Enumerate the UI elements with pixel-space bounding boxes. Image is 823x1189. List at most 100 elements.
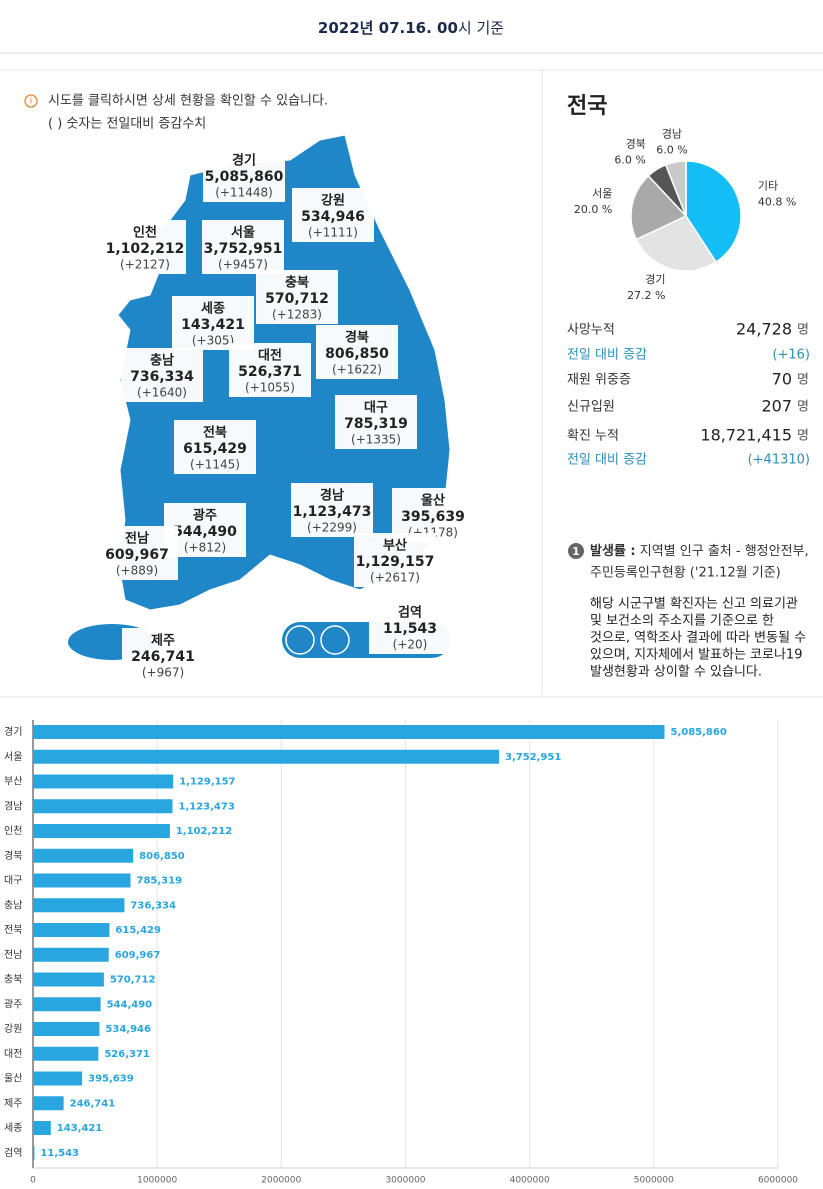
pie-label: 경기: [645, 273, 665, 286]
region-count: 534,946: [301, 209, 365, 225]
region-bg: [291, 483, 373, 537]
region-bg: [96, 526, 178, 580]
y-tick-label: 세종: [4, 1122, 22, 1134]
y-tick-label: 경남: [4, 799, 22, 812]
region-change: (+2299): [307, 521, 357, 535]
y-tick-label: 제주: [4, 1097, 22, 1109]
footnote-source-text: 지역별 인구 출처 - 행정안전부,: [640, 543, 809, 559]
notice: 시도를 클릭하시면 상세 현황을 확인할 수 있습니다.: [48, 94, 328, 109]
data-label: 526,371: [104, 1049, 150, 1060]
y-tick-label: 충북: [4, 974, 22, 986]
region-change: (+1640): [137, 386, 187, 400]
y-tick-label: 경북: [4, 849, 22, 862]
region-change: (+1111): [308, 226, 358, 240]
pie-slice: [635, 215, 718, 272]
data-label: 570,712: [110, 975, 156, 986]
x-tick-label: 2000000: [261, 1176, 301, 1186]
region-bg: [122, 628, 204, 682]
y-tick-label: 부산: [4, 776, 22, 788]
data-label: 736,334: [130, 900, 176, 911]
region-count: 1,129,157: [356, 554, 435, 570]
region-change: (+1145): [190, 458, 240, 472]
region-count: 806,850: [325, 346, 389, 362]
data-label: 615,429: [115, 925, 161, 936]
region-name: 경북: [345, 330, 369, 346]
summary-value: 18,721,415: [700, 426, 792, 445]
info-icon: [24, 94, 38, 108]
data-label: 785,319: [137, 876, 183, 887]
region-bg: [292, 188, 374, 242]
x-tick-label: 3000000: [385, 1176, 425, 1186]
bar: [33, 774, 174, 789]
summary-value: 70: [772, 370, 792, 389]
footnote-term: 발생률 :: [590, 543, 636, 559]
summary-label: 전일 대비 증감: [567, 453, 647, 468]
footnote-text: 있으며, 지자체에서 발표하는 코로나19: [590, 648, 802, 663]
header-date: 2022년 07.16. 00: [318, 19, 458, 37]
pie-value-label: 40.8 %: [758, 196, 796, 209]
bar: [33, 848, 134, 863]
y-tick-label: 충남: [4, 899, 22, 911]
region-count: 526,371: [238, 364, 302, 380]
region-bg: [354, 533, 436, 587]
header-title: 2022년 07.16. 00시 기준: [318, 19, 504, 37]
bar: [33, 749, 499, 764]
bar: [33, 725, 665, 739]
region-change: (+1283): [272, 308, 322, 322]
region-box[interactable]: 경기5,085,860(+11448): [203, 148, 285, 202]
notice: ( ) 숫자는 전일대비 증감수치: [48, 117, 206, 132]
summary-title: 전국: [567, 94, 607, 119]
region-count: 143,421: [181, 317, 245, 333]
data-label: 1,102,212: [176, 826, 232, 837]
region-count: 544,490: [173, 524, 237, 540]
y-tick-label: 대전: [4, 1048, 22, 1060]
region-box[interactable]: 부산1,129,157(+2617): [354, 533, 436, 587]
data-label: 1,129,157: [179, 777, 235, 788]
footnote-source: 주민등록인구현황 ('21.12월 기준): [590, 566, 781, 581]
bar: [33, 1096, 64, 1111]
summary-unit: 명: [797, 429, 809, 444]
data-label: 609,967: [115, 950, 161, 961]
region-count: 609,967: [105, 547, 169, 563]
summary-unit: 명: [797, 323, 809, 338]
summary-value: (+16): [772, 348, 810, 363]
region-name: 광주: [193, 509, 217, 524]
region-change: (+812): [184, 541, 226, 555]
y-tick-label: 강원: [4, 1023, 22, 1035]
bar: [33, 824, 170, 838]
region-count: 11,543: [383, 621, 437, 637]
bar: [33, 1071, 83, 1086]
region-box[interactable]: 경남1,123,473(+2299): [291, 483, 373, 537]
region-count: 1,102,212: [106, 241, 185, 257]
pie-value-label: 6.0 %: [614, 154, 645, 167]
region-bg: [229, 343, 311, 397]
region-name: 인천: [133, 225, 157, 241]
summary-label: 확진 누적: [567, 429, 619, 444]
region-box[interactable]: 인천1,102,212(+2127): [104, 220, 186, 274]
region-name: 대구: [364, 401, 388, 416]
region-count: 736,334: [130, 369, 194, 385]
region-change: (+1055): [245, 381, 295, 395]
region-change: (+2617): [370, 571, 420, 585]
bar: [33, 799, 173, 814]
region-box[interactable]: 서울3,752,951(+9457): [202, 220, 284, 274]
bar: [33, 997, 101, 1012]
pie-label: 서울: [592, 187, 612, 200]
region-count: 570,712: [265, 291, 329, 307]
pie-label: 경북: [626, 138, 646, 151]
region-change: (+9457): [218, 258, 268, 272]
region-change: (+889): [116, 564, 158, 578]
region-name: 전남: [125, 531, 149, 547]
